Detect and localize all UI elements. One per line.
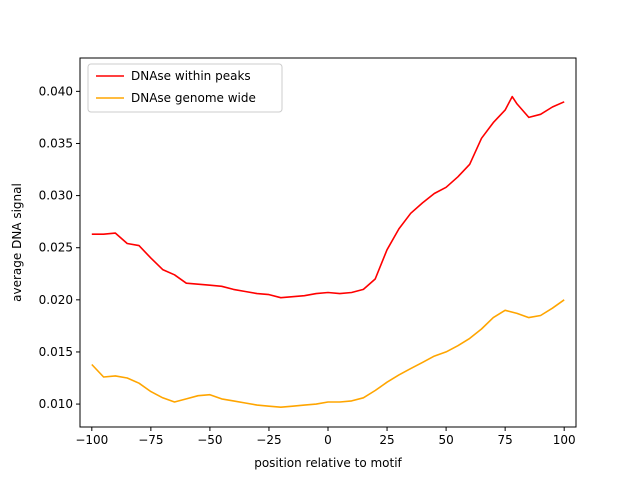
legend-label: DNAse within peaks — [131, 69, 251, 83]
y-axis: 0.010 0.015 0.020 0.025 0.030 0.035 0.040 — [39, 84, 80, 411]
x-tick-label: −75 — [138, 433, 163, 447]
series-line-1 — [91, 95, 565, 299]
x-tick-label: −25 — [256, 433, 281, 447]
x-tick-label: 50 — [438, 433, 453, 447]
y-tick-label: 0.030 — [39, 189, 73, 203]
series-line-2 — [91, 299, 565, 409]
plot-area — [91, 95, 565, 409]
x-axis-label: position relative to motif — [254, 456, 402, 470]
y-axis-label: average DNA signal — [10, 183, 24, 302]
y-tick-label: 0.040 — [39, 84, 73, 98]
y-tick-label: 0.025 — [39, 241, 73, 255]
y-tick-label: 0.035 — [39, 136, 73, 150]
x-tick-label: −50 — [197, 433, 222, 447]
legend: DNAse within peaks DNAse genome wide — [87, 63, 283, 113]
x-axis: −100 −75 −50 −25 0 25 50 75 100 — [75, 427, 576, 447]
legend-box — [87, 63, 283, 113]
y-tick-label: 0.020 — [39, 293, 73, 307]
x-tick-label: 0 — [324, 433, 332, 447]
x-tick-label: −100 — [75, 433, 108, 447]
x-tick-label: 75 — [498, 433, 513, 447]
legend-label: DNAse genome wide — [131, 91, 256, 105]
x-tick-label: 100 — [553, 433, 576, 447]
y-tick-label: 0.010 — [39, 397, 73, 411]
y-tick-label: 0.015 — [39, 345, 73, 359]
x-tick-label: 25 — [379, 433, 394, 447]
